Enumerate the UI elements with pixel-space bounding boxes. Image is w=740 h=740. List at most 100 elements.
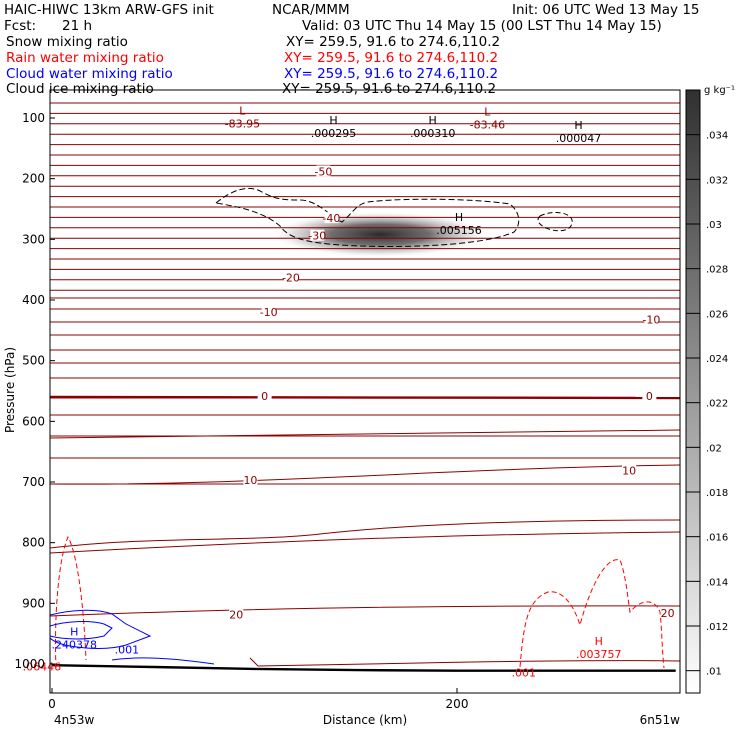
label-knockout	[310, 229, 325, 241]
colorbar-tick-label: .02	[706, 443, 722, 454]
isotherm-label: 10	[622, 464, 636, 477]
legend-xy-cloud-ice: XY= 259.5, 91.6 to 274.6,110.2	[282, 81, 496, 97]
y-tick-label: 400	[22, 293, 45, 307]
y-tick-label: 700	[22, 475, 45, 489]
rain-water-contours	[55, 535, 665, 669]
isotherm-label: 20	[661, 607, 675, 620]
extremum-type-label: H	[455, 211, 463, 224]
x-tick-label: 200	[446, 697, 469, 711]
isotherm	[50, 531, 680, 554]
y-tick-label: 800	[22, 536, 45, 550]
extremum-value-label: .240378	[52, 639, 98, 652]
colorbar-ticks: .01 .012 .014 .016 .018 .02 .022 .024 .026 .028 .0…	[686, 131, 728, 678]
y-tick-label: 1000	[14, 657, 45, 671]
isotherm-label: 0	[261, 390, 268, 403]
label-knockout	[243, 474, 258, 486]
isotherm	[249, 657, 680, 667]
isotherm	[50, 519, 680, 549]
label-knockout	[257, 389, 272, 401]
x-axis-ticks: 0 200	[48, 688, 468, 711]
y-tick-label: 100	[22, 111, 45, 125]
init-time: Init: 06 UTC Wed 13 May 15	[512, 2, 700, 18]
extremum-value-label: -83.95	[225, 117, 260, 130]
colorbar-unit: g kg⁻¹	[704, 85, 735, 96]
extremum-value-label: .000310	[410, 127, 456, 140]
y-tick-label: 500	[22, 354, 45, 368]
cloud-ice-contour	[214, 188, 520, 247]
label-knockout	[644, 313, 659, 325]
legend-xy-rain: XY= 259.5, 91.6 to 274.6,110.2	[284, 50, 498, 66]
cloud-water-contour	[50, 621, 113, 640]
model-title: HAIC-HIWC 13km ARW-GFS init	[4, 2, 214, 18]
terrain-surface	[51, 664, 676, 672]
y-tick-label: 300	[22, 232, 45, 246]
legend-name-cloud-water: Cloud water mixing ratio	[6, 66, 173, 82]
legend-name-rain: Rain water mixing ratio	[6, 50, 164, 66]
valid-time: Valid: 03 UTC Thu 14 May 15 (00 LST Thu …	[302, 18, 662, 34]
isotherm-label: -10	[642, 313, 660, 326]
colorbar-tick-label: .028	[706, 265, 728, 276]
legend-name-cloud-ice: Cloud ice mixing ratio	[6, 81, 154, 97]
legend-name-snow: Snow mixing ratio	[6, 34, 128, 50]
y-tick-label: 200	[22, 172, 45, 186]
extremum-type-label: L	[239, 104, 246, 117]
cloud-ice-contour	[537, 212, 573, 232]
rain-water-contour	[519, 559, 665, 669]
label-knockout	[324, 212, 339, 224]
temperature-isotherms	[50, 102, 680, 667]
legend: Snow mixing ratio XY= 259.5, 91.6 to 274…	[6, 34, 500, 97]
terrain-line	[51, 664, 676, 672]
extremum-type-label: H	[329, 114, 337, 127]
x-endpoint-left: 4n53w	[54, 713, 95, 727]
isotherm-label: 0	[646, 390, 653, 403]
label-knockout	[316, 165, 331, 177]
x-axis-label: Distance (km)	[323, 713, 407, 727]
isotherm-label: -40	[322, 212, 340, 225]
legend-xy-cloud-water: XY= 259.5, 91.6 to 274.6,110.2	[284, 66, 498, 82]
isotherm-zero	[50, 395, 680, 400]
org-label: NCAR/MMM	[272, 2, 350, 18]
label-knockout	[261, 306, 276, 318]
cloud-ice-contours	[214, 188, 573, 247]
label-knockout	[283, 271, 298, 283]
y-tick-label: 900	[22, 596, 45, 610]
isotherm	[50, 464, 680, 485]
extremum-value-label: .001	[115, 643, 140, 656]
legend-xy-snow: XY= 259.5, 91.6 to 274.6,110.2	[286, 34, 500, 50]
colorbar-tick-label: .034	[706, 131, 728, 142]
cloud-water-contour	[50, 609, 152, 649]
plot-frame	[49, 89, 681, 694]
colorbar-tick-label: .022	[706, 399, 728, 410]
colorbar	[685, 89, 701, 694]
colorbar-tick-label: .016	[706, 533, 728, 544]
label-knockout	[660, 607, 675, 619]
extremum-value-label: .001	[512, 666, 537, 679]
isotherm-label: -10	[260, 306, 278, 319]
extremum-type-label: H	[574, 119, 582, 132]
x-tick-label: 0	[48, 697, 56, 711]
extremum-value-label: .003757	[576, 648, 622, 661]
extremum-type-label: H	[595, 635, 603, 648]
extremum-value-label: .005156	[436, 224, 482, 237]
x-endpoint-right: 6n51w	[640, 713, 681, 727]
colorbar-tick-label: .018	[706, 488, 728, 499]
cloud-water-contour	[111, 657, 215, 665]
extremum-value-label: -83.46	[470, 119, 505, 132]
extremum-type-label: H	[70, 626, 78, 639]
label-knockout	[642, 389, 657, 401]
cloud-water-contours	[50, 609, 215, 665]
colorbar-tick-label: .012	[706, 622, 728, 633]
extremum-value-label: .000295	[311, 127, 357, 140]
isotherm-label: 10	[243, 474, 257, 487]
extremum-type-label: L	[484, 106, 491, 119]
colorbar-tick-label: .014	[706, 577, 728, 588]
extremum-value-label: .000047	[556, 132, 602, 145]
label-knockout	[229, 608, 244, 620]
isotherm-label: 20	[229, 608, 243, 621]
isotherm	[50, 429, 680, 439]
rain-water-contour	[55, 535, 87, 669]
y-axis-label: Pressure (hPa)	[3, 347, 17, 433]
forecast-label: Fcst:	[4, 18, 36, 34]
